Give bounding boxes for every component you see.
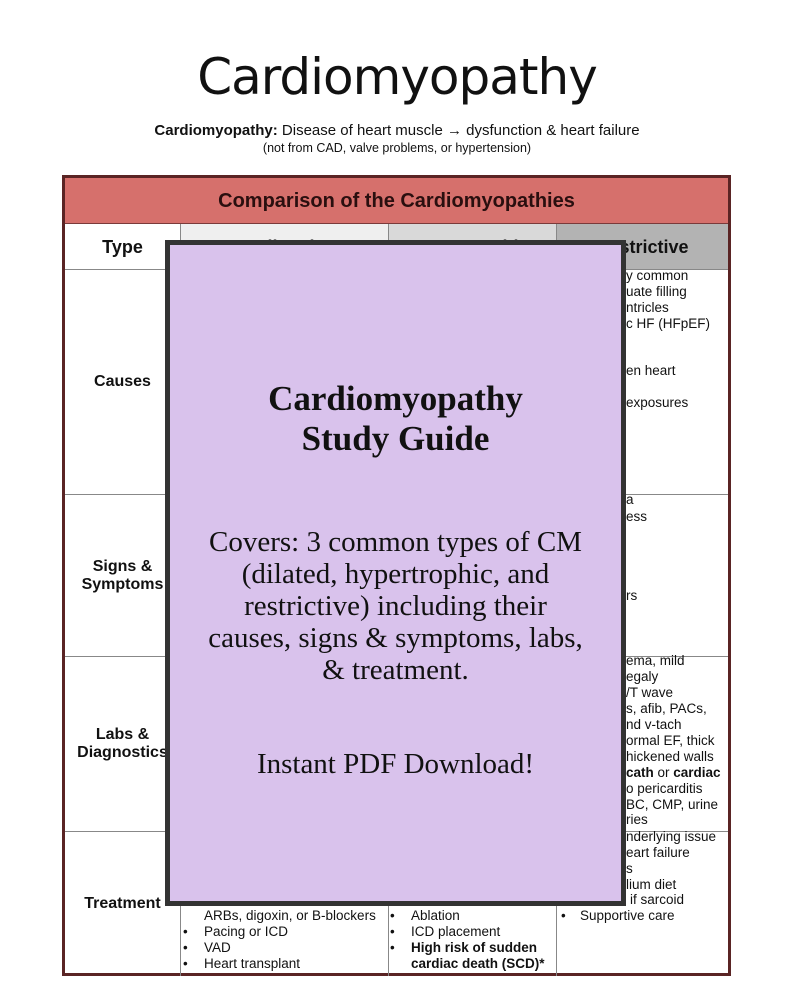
- overlay-title: Cardiomyopathy Study Guide: [170, 379, 621, 459]
- text-line: o pericarditis: [626, 781, 703, 796]
- bullet: •: [183, 924, 188, 939]
- study-guide-overlay: Cardiomyopathy Study Guide Covers: 3 comm…: [165, 240, 626, 906]
- text-line: nd v-tach: [626, 717, 682, 732]
- bullet: •: [561, 908, 566, 923]
- text-line: nderlying issue: [626, 829, 717, 844]
- text: or: [653, 765, 674, 780]
- text-line: y common: [626, 268, 689, 283]
- text-line: ess: [626, 509, 648, 524]
- text-line: s, afib, PACs,: [626, 701, 707, 716]
- definition-note: (not from CAD, valve problems, or hypert…: [262, 141, 532, 155]
- text-line: egaly: [626, 669, 659, 684]
- text-line: ema, mild: [626, 653, 685, 668]
- bullet: •: [390, 940, 395, 955]
- row-label-labs: Labs & Diagnostics: [65, 657, 181, 832]
- text-line: ICD placement: [411, 924, 501, 939]
- bullet: •: [183, 940, 188, 955]
- text-line: /T wave: [626, 685, 674, 700]
- overlay-body-line: & treatment.: [322, 654, 469, 686]
- restrictive-signs-cell: [557, 495, 728, 657]
- text-line: ntricles: [626, 300, 669, 315]
- text-line: Pacing or ICD: [204, 924, 289, 939]
- text-line: VAD: [204, 940, 231, 955]
- text-line: if sarcoid: [630, 892, 685, 907]
- row-label-causes: Causes: [65, 270, 181, 495]
- text-line: ormal EF, thick: [626, 733, 715, 748]
- overlay-body-line: causes, signs & symptoms, labs,: [208, 622, 583, 654]
- text-line: exposures: [626, 395, 689, 410]
- text-line: hickened walls: [626, 749, 714, 764]
- text-line: en heart: [626, 363, 676, 378]
- restrictive-causes-cell: [557, 270, 728, 495]
- overlay-cta: Instant PDF Download!: [256, 748, 535, 780]
- text-line: eart failure: [626, 845, 690, 860]
- text-line: s: [626, 861, 633, 876]
- overlay-body-line: Covers: 3 common types of CM: [209, 526, 582, 558]
- text-line: ARBs, digoxin, or B-blockers: [204, 908, 376, 923]
- restrictive-labs-cell: [557, 657, 728, 832]
- definition: Cardiomyopathy: Disease of heart muscle …: [0, 122, 794, 139]
- text-line: rs: [626, 588, 638, 603]
- definition-text: Disease of heart muscle → dysfunction & …: [277, 122, 640, 139]
- text-line: Heart transplant: [204, 956, 301, 971]
- table-caption: Comparison of the Cardiomyopathies: [65, 178, 728, 224]
- bullet: •: [390, 908, 395, 923]
- text-line: c HF (HFpEF): [626, 316, 710, 331]
- overlay-title-line: Study Guide: [301, 419, 490, 458]
- text-line: uate filling: [626, 284, 687, 299]
- text-line: ries: [626, 812, 648, 827]
- row-label-treatment: Treatment: [65, 832, 181, 976]
- text-line: lium diet: [626, 877, 677, 892]
- text-line: Ablation: [411, 908, 460, 923]
- text-line: a: [626, 492, 634, 507]
- bold-text: cath: [626, 765, 654, 780]
- text-line: Supportive care: [580, 908, 675, 923]
- overlay-body-line: restrictive) including their: [244, 590, 547, 622]
- overlay-body-line: (dilated, hypertrophic, and: [241, 558, 550, 590]
- bullet: •: [183, 956, 188, 971]
- bullet: •: [390, 924, 395, 939]
- text-line: High risk of sudden: [411, 940, 538, 955]
- page-title: Cardiomyopathy: [197, 48, 598, 106]
- row-label-signs: Signs & Symptoms: [65, 495, 181, 657]
- text-line: BC, CMP, urine: [626, 797, 719, 812]
- bold-text: cardiac: [673, 765, 721, 780]
- header-type: Type: [65, 224, 181, 270]
- text-line: cath or cardiac: [626, 765, 721, 781]
- definition-term: Cardiomyopathy:: [154, 122, 278, 139]
- text-line: cardiac death (SCD)*: [411, 956, 545, 971]
- overlay-title-line: Cardiomyopathy: [268, 379, 523, 418]
